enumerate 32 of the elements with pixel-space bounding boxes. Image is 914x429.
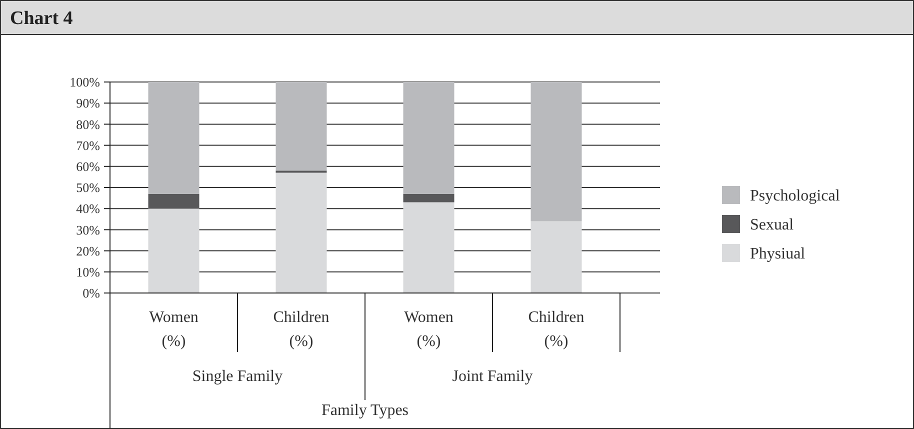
y-tick-label: 20% (76, 243, 100, 258)
text: Joint Family (452, 368, 533, 385)
y-tick-label: 100% (70, 74, 100, 90)
bar (148, 82, 200, 194)
text: Single Family (192, 368, 283, 385)
x-tick-label: Children (%) (273, 309, 330, 350)
bar (530, 221, 582, 293)
legend-label: Sexual (750, 216, 794, 234)
legend-label: Psychological (750, 188, 840, 205)
y-tick-label: 0% (82, 286, 100, 301)
y-tick-label: 10% (76, 264, 100, 280)
legend-label: Physiual (750, 246, 806, 263)
x-tick-label: Women (%) (149, 309, 198, 350)
chart-title: Chart 4 (10, 8, 74, 29)
x-tick-label: Children (%) (528, 309, 584, 350)
bar (403, 82, 454, 194)
y-tick-label: 80% (76, 116, 100, 132)
bar (148, 208, 200, 293)
y-tick-label: 60% (76, 158, 100, 174)
y-tick-label: 90% (76, 96, 100, 111)
bar (276, 172, 327, 293)
bar (148, 194, 200, 209)
y-tick-label: 40% (76, 201, 100, 216)
y-tick-label: 30% (76, 222, 100, 238)
x-axis-title: Family Types (321, 402, 409, 419)
bar (276, 82, 327, 171)
bar (403, 194, 454, 202)
y-tick-label: 50% (76, 180, 100, 196)
y-tick-label: 70% (76, 138, 100, 153)
bar (530, 82, 582, 222)
bar (403, 202, 454, 293)
x-tick-label: Women (%) (404, 309, 454, 350)
